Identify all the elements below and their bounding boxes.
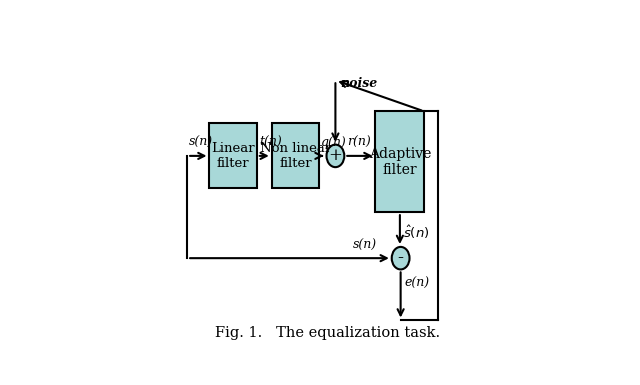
Text: Adaptive
filter: Adaptive filter (369, 147, 431, 177)
Text: s(n): s(n) (189, 136, 212, 149)
Text: e(n): e(n) (404, 277, 429, 290)
FancyBboxPatch shape (271, 123, 319, 189)
Text: Linear
filter: Linear filter (211, 142, 255, 170)
Ellipse shape (326, 145, 344, 167)
Text: $\hat{s}(n)$: $\hat{s}(n)$ (403, 224, 430, 241)
Text: s(n): s(n) (353, 239, 378, 252)
Text: Fig. 1.   The equalization task.: Fig. 1. The equalization task. (216, 326, 440, 340)
Text: noise: noise (340, 77, 377, 90)
Ellipse shape (392, 247, 410, 270)
Text: t(n): t(n) (259, 136, 282, 149)
Text: Non linear
filter: Non linear filter (260, 142, 331, 170)
FancyBboxPatch shape (376, 111, 424, 212)
Text: r(n): r(n) (347, 136, 371, 149)
Text: -: - (397, 249, 404, 267)
FancyBboxPatch shape (209, 123, 257, 189)
Text: +: + (328, 147, 342, 164)
Text: q(n): q(n) (321, 136, 346, 149)
